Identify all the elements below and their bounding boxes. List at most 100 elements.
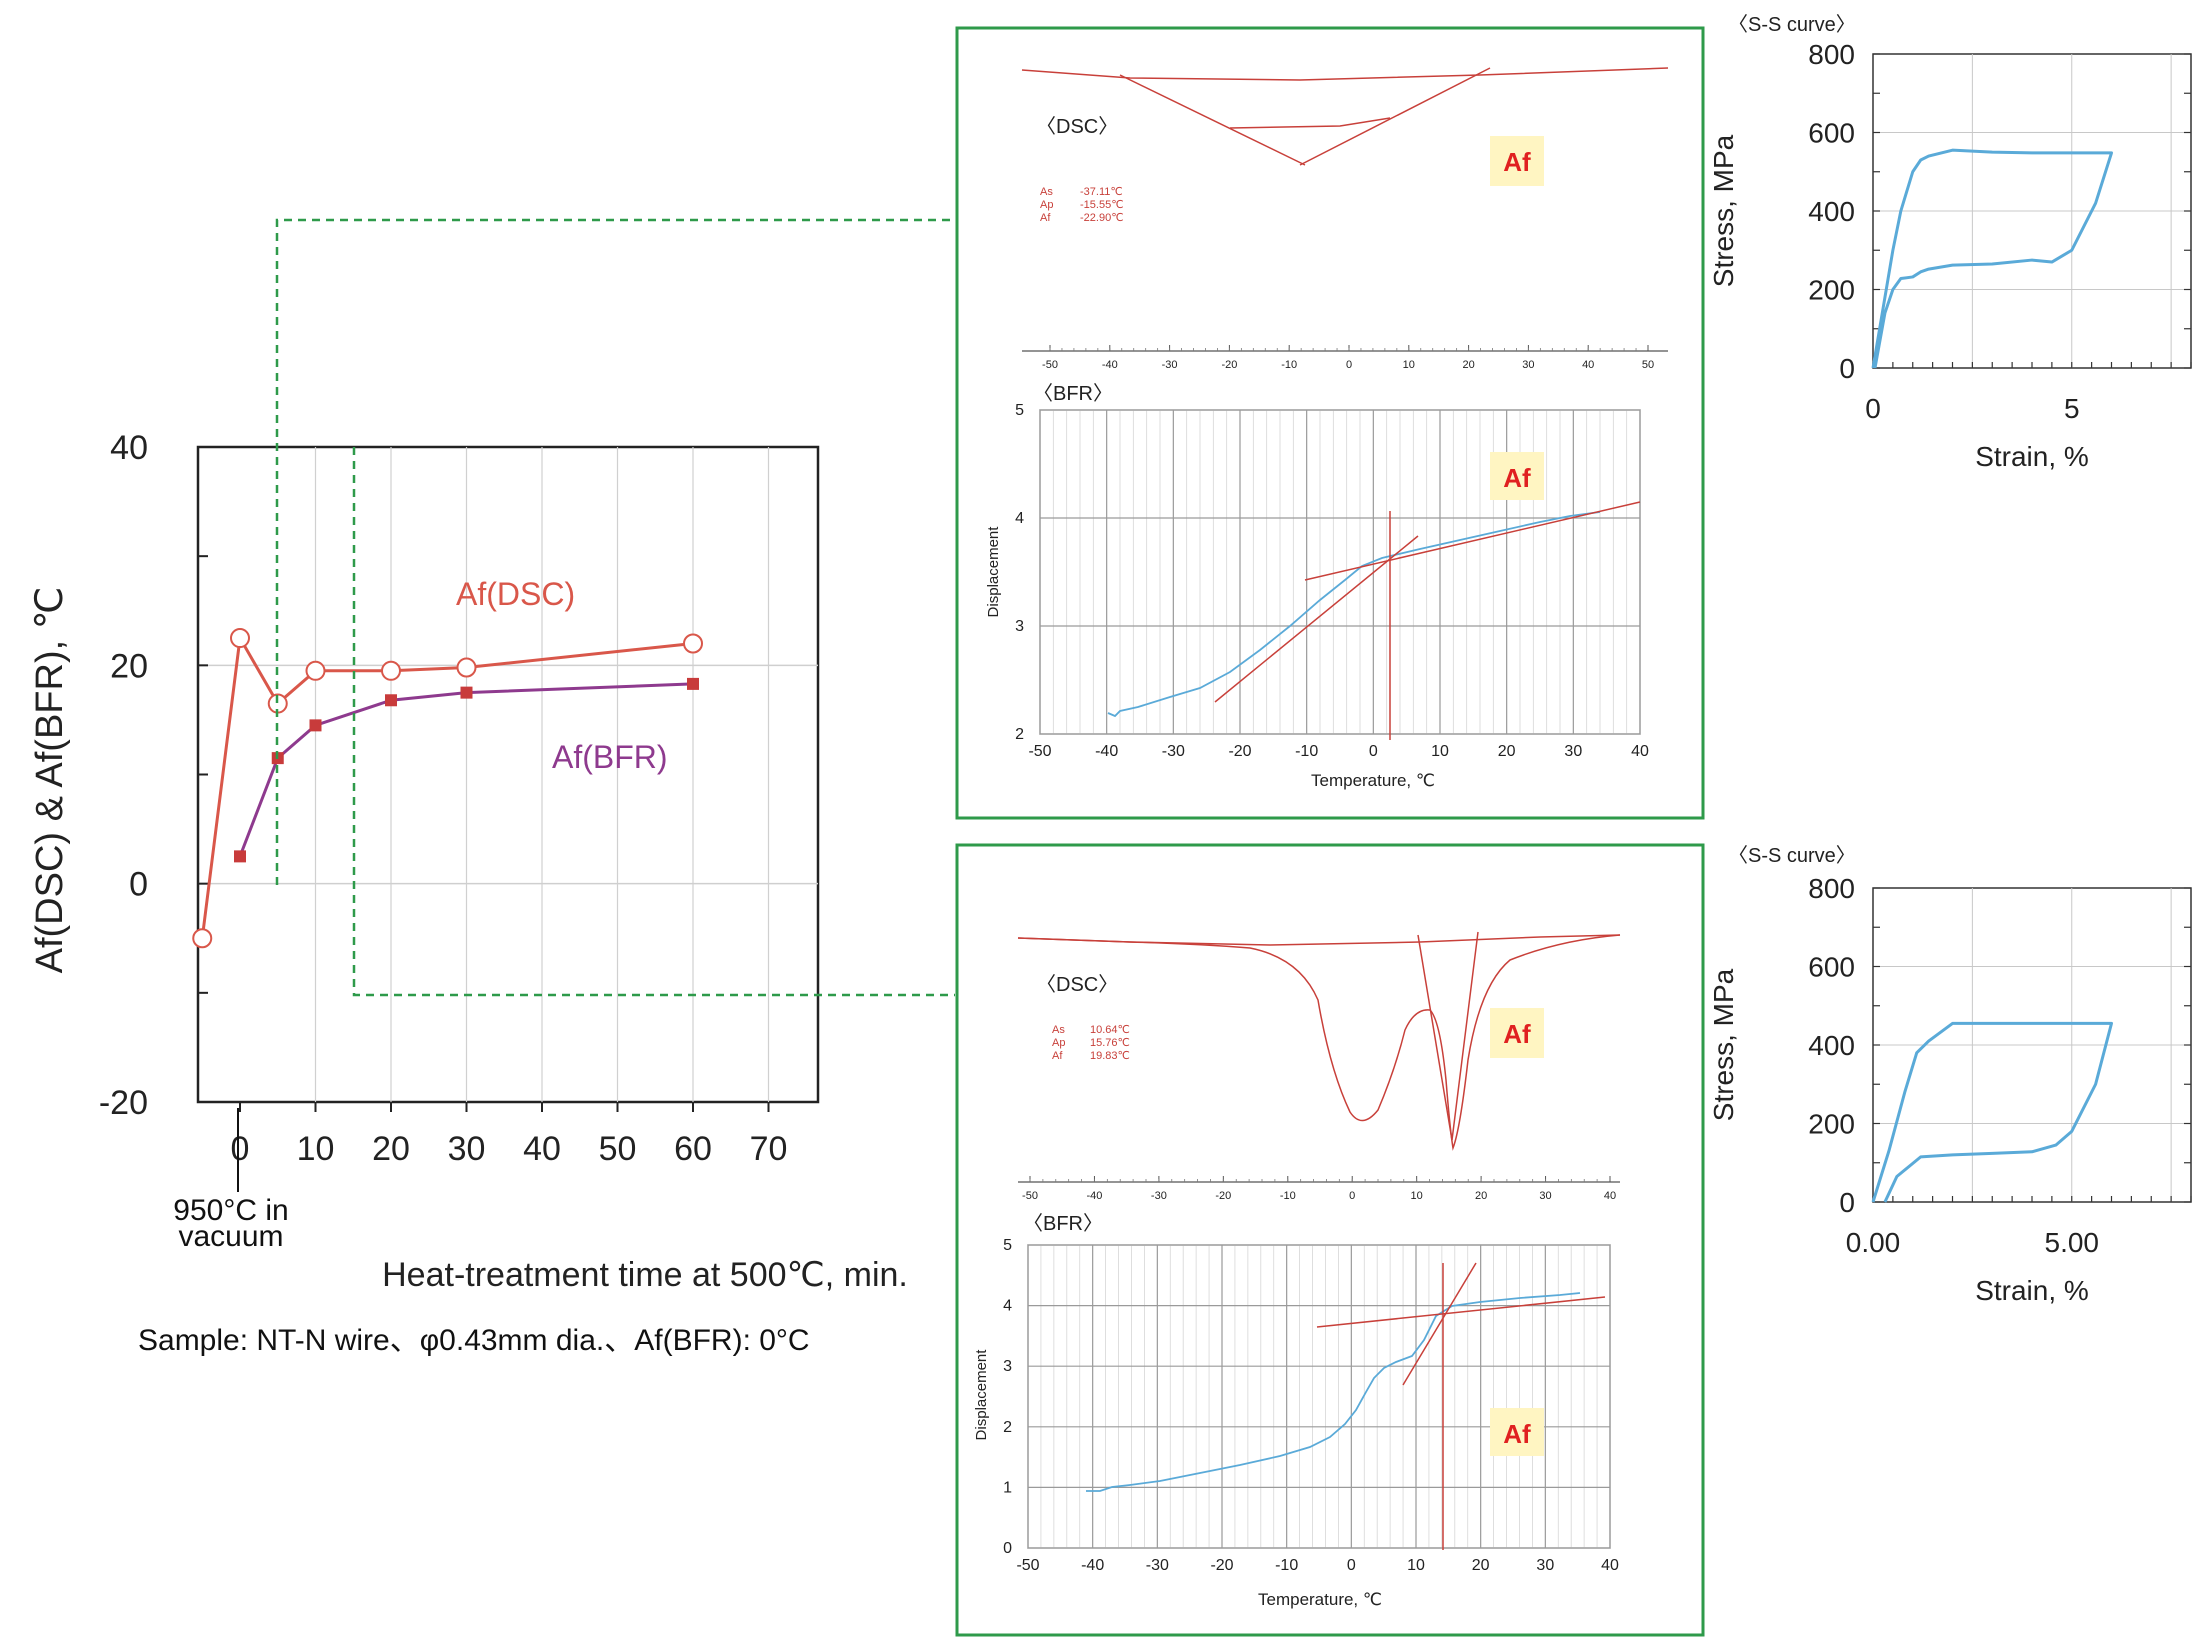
panel-lower-border [955, 843, 1705, 1637]
main-chart-y-axis-label: Af(DSC) & Af(BFR), ℃ [29, 587, 71, 974]
af-badge-lower-bfr [1490, 1408, 1544, 1456]
bfr-y-tick-label: 5 [1015, 402, 1024, 419]
bfr-x-label: Temperature, ℃ [1258, 1590, 1382, 1609]
bfr-x-tick-label: -20 [1228, 743, 1251, 760]
ss-y-tick-label: 800 [1808, 39, 1855, 70]
ss-x-tick-label: 0.00 [1846, 1227, 1901, 1258]
panel-upper-dsc: 〈DSC〉 As -37.11℃ Ap -15.55℃ Af -22.90℃ -… [1021, 67, 1669, 371]
data-point-af-dsc [683, 633, 703, 654]
main-chart-x-axis-label: Heat-treatment time at 500℃, min. [382, 1256, 908, 1294]
x-tick-label: 10 [297, 1130, 335, 1168]
panel-upper-bfr-ticks: -50 -40 -30 -20 -10 0 10 20 30 40 5 4 3 2 [1015, 402, 1649, 760]
bfr-tangent-2 [1402, 1262, 1477, 1386]
ss-y-axis-label: Stress, MPa [1708, 968, 1739, 1121]
ss-curve-line [1871, 148, 2113, 369]
y-tick-label: 0 [129, 866, 148, 904]
panel-upper-bfr-label: 〈BFR〉 [1033, 383, 1113, 405]
bfr-x-tick-label: 40 [1601, 1557, 1619, 1574]
data-point-af-bfr [309, 719, 322, 732]
dsc-tick-label: 40 [1604, 1190, 1616, 1202]
bfr-tangent-1 [1316, 1296, 1606, 1328]
dsc-baseline [1021, 67, 1669, 81]
panel-lower-dsc-ticks: -50 -40 -30 -20 -10 0 10 20 30 40 [1022, 1176, 1616, 1202]
x-tick-label: 40 [523, 1130, 561, 1168]
bfr-y-tick-label: 3 [1003, 1358, 1012, 1375]
dsc-tick-label: 10 [1403, 359, 1415, 371]
ss-curve-line [1871, 1021, 2113, 1203]
panel-lower: 〈DSC〉 As 10.64℃ Ap 15.76℃ Af 19.83℃ -50-… [955, 843, 1705, 1637]
ss-x-tick-label: 5.00 [2045, 1227, 2100, 1258]
bfr-x-tick-label: 20 [1472, 1557, 1490, 1574]
dsc-tick-label: 30 [1539, 1190, 1551, 1202]
dsc-peak [1229, 117, 1391, 129]
data-point-af-bfr [460, 686, 473, 699]
panel-lower-dsc-label: 〈DSC〉 [1036, 974, 1118, 996]
dsc-tick-label: -20 [1221, 359, 1237, 371]
dsc-value-0: 10.64℃ [1090, 1024, 1130, 1036]
x-tick-label: 30 [448, 1130, 486, 1168]
dsc-value-name-0: As [1052, 1024, 1065, 1036]
dsc-curve [1017, 934, 1621, 1151]
y-tick-label: 40 [110, 429, 148, 467]
bfr-y-label: Displacement [985, 526, 1002, 618]
x-tick-label: 0 [231, 1130, 250, 1168]
dsc-tick-label: -40 [1086, 1190, 1102, 1202]
ss-x-tick-label: 0 [1865, 393, 1881, 424]
dsc-value-name-2: Af [1052, 1050, 1063, 1062]
main-chart-tick-labels: 0 10 20 30 40 50 60 70 40 20 0 -20 [99, 429, 788, 1168]
bfr-x-tick-label: 10 [1407, 1557, 1425, 1574]
bfr-y-tick-label: 4 [1015, 510, 1024, 527]
dsc-tangent-right [1299, 67, 1491, 166]
x-tick-label: 20 [372, 1130, 410, 1168]
y-tick-label: -20 [99, 1084, 148, 1122]
x-tick-label: 50 [599, 1130, 637, 1168]
dsc-tick-label: -10 [1280, 1190, 1296, 1202]
data-point-af-bfr [687, 677, 699, 690]
dsc-tick-label: -50 [1022, 1190, 1038, 1202]
ss-curve-title: 〈S-S curve〉 [1728, 845, 1856, 867]
ss-x-tick-label: 5 [2064, 393, 2080, 424]
ss-y-tick-label: 200 [1808, 1109, 1855, 1140]
data-point-af-dsc [456, 657, 477, 678]
dsc-tick-label: -30 [1162, 359, 1178, 371]
series-label-dsc: Af(DSC) [456, 576, 575, 612]
bfr-x-tick-label: -50 [1028, 743, 1051, 760]
bfr-x-tick-label: -30 [1162, 743, 1185, 760]
dsc-tick-label: 20 [1475, 1190, 1487, 1202]
data-point-af-dsc [192, 928, 213, 949]
ss-y-axis-label: Stress, MPa [1708, 134, 1739, 287]
bfr-tangent-1 [1214, 535, 1419, 703]
dsc-value-1: 15.76℃ [1090, 1037, 1130, 1049]
bfr-x-tick-label: -30 [1146, 1557, 1169, 1574]
dsc-tick-label: -10 [1281, 359, 1297, 371]
dsc-tick-label: -40 [1102, 359, 1118, 371]
dsc-tick-label: 20 [1462, 359, 1474, 371]
bfr-x-label: Temperature, ℃ [1311, 771, 1435, 790]
dsc-value-name-1: Ap [1052, 1037, 1065, 1049]
bfr-x-tick-label: 0 [1347, 1557, 1356, 1574]
ss-y-tick-label: 600 [1808, 952, 1855, 983]
dsc-tick-label: 30 [1522, 359, 1534, 371]
x-tick-label: 70 [750, 1130, 788, 1168]
origin-label-line2: vacuum [178, 1220, 283, 1253]
bfr-y-tick-label: 1 [1003, 1479, 1012, 1496]
main-chart: 0 10 20 30 40 50 60 70 40 20 0 -20 Af(DSC) & Af(BFR… [29, 429, 908, 1357]
series-label-bfr: Af(BFR) [552, 739, 668, 775]
data-point-af-bfr [385, 694, 397, 707]
dsc-tick-label: 0 [1346, 359, 1352, 371]
bfr-y-tick-label: 2 [1003, 1419, 1012, 1436]
dsc-value-name-1: Ap [1040, 199, 1053, 211]
dsc-value-1: -15.55℃ [1080, 199, 1124, 211]
af-badge-lower-dsc-text: Af [1503, 1019, 1531, 1049]
bfr-tangent-2 [1304, 501, 1641, 581]
ss-y-tick-label: 800 [1808, 873, 1855, 904]
connector-lower [352, 447, 955, 997]
bfr-y-tick-label: 3 [1015, 618, 1024, 635]
ss-y-tick-label: 0 [1839, 353, 1855, 384]
connector-upper [275, 218, 955, 885]
bfr-curve [1086, 1292, 1581, 1492]
panel-upper-dsc-ticks: -50 -40 -30 -20 -10 0 10 20 30 40 50 [1042, 345, 1654, 371]
dsc-tick-label: 40 [1582, 359, 1594, 371]
